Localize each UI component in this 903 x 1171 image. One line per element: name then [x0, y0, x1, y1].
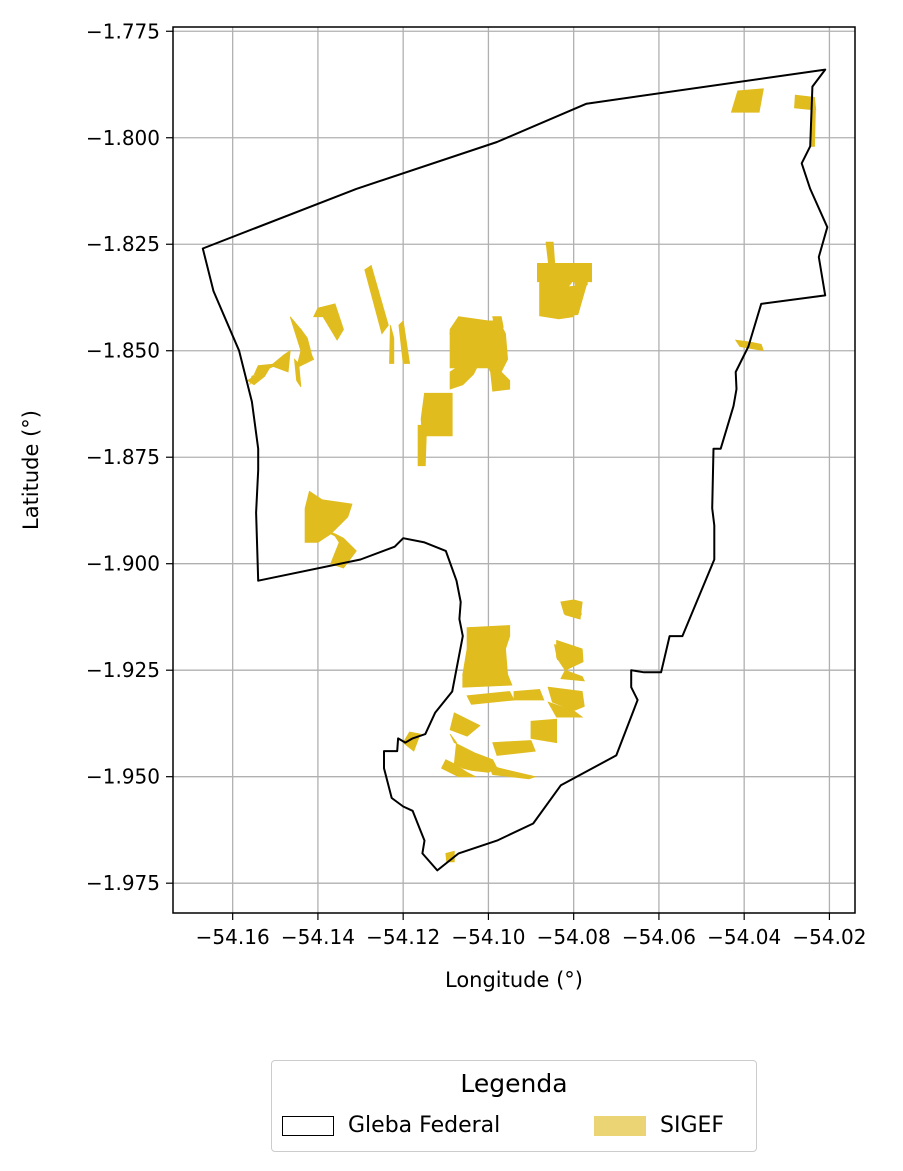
- axis-ticks: −54.16 −54.14 −54.12 −54.10 −54.08 −54.06 −54.…: [86, 19, 866, 949]
- sigef-parcel: [293, 358, 302, 388]
- gleba-federal-boundary-layer: [201, 68, 829, 872]
- sigef-parcel: [364, 264, 389, 335]
- sigef-parcel: [547, 686, 585, 712]
- sigef-parcel: [449, 712, 481, 737]
- sigef-parcel: [417, 424, 428, 467]
- sigef-parcel: [322, 529, 357, 569]
- legend-label-sigef: SIGEF: [660, 1113, 725, 1138]
- sigef-parcel: [313, 307, 328, 318]
- sigef-parcel: [249, 363, 280, 385]
- sigef-parcel: [553, 644, 583, 660]
- x-tick-label: −54.04: [707, 925, 781, 949]
- y-tick-label: −1.850: [86, 339, 160, 363]
- sigef-parcel: [730, 88, 764, 113]
- legend-item-sigef: SIGEF: [594, 1113, 724, 1138]
- sigef-parcel: [537, 262, 592, 283]
- y-tick-label: −1.875: [86, 445, 160, 469]
- sigef-parcel: [560, 601, 582, 616]
- sigef-parcel: [389, 325, 395, 364]
- sigef-parcel: [449, 733, 498, 773]
- gleba-federal-boundary: [201, 68, 829, 872]
- sigef-parcel: [398, 320, 411, 364]
- x-tick-label: −54.08: [537, 925, 611, 949]
- sigef-parcel: [530, 718, 557, 744]
- sigef-parcel: [440, 759, 476, 778]
- x-axis-label: Longitude (°): [445, 968, 583, 992]
- y-tick-label: −1.950: [86, 765, 160, 789]
- axes-frame: [172, 26, 856, 914]
- y-tick-label: −1.825: [86, 232, 160, 256]
- x-tick-label: −54.02: [792, 925, 866, 949]
- y-tick-label: −1.900: [86, 552, 160, 576]
- sigef-parcel: [487, 763, 537, 780]
- sigef-parcel: [560, 669, 585, 682]
- sigef-parcels: [246, 88, 817, 863]
- sigef-parcel: [811, 109, 816, 147]
- y-tick-label: −1.975: [86, 871, 160, 895]
- x-tick-label: −54.10: [451, 925, 525, 949]
- sigef-parcel: [794, 94, 817, 111]
- sigef-parcel: [466, 635, 511, 650]
- y-tick-label: −1.775: [86, 19, 160, 43]
- sigef-parcel: [317, 303, 344, 341]
- sigef-parcel: [560, 284, 588, 318]
- x-tick-label: −54.14: [281, 925, 355, 949]
- y-tick-label: −1.800: [86, 126, 160, 150]
- gridlines: [173, 27, 855, 913]
- sigef-parcel: [300, 327, 314, 365]
- sigef-parcel: [513, 688, 545, 701]
- legend: Legenda Gleba Federal SIGEF: [271, 1060, 757, 1152]
- sigef-parcel: [462, 674, 513, 688]
- sigef-parcel: [462, 648, 509, 675]
- legend-title: Legenda: [460, 1069, 568, 1098]
- x-tick-label: −54.16: [196, 925, 270, 949]
- sigef-parcel: [547, 701, 584, 718]
- legend-swatch-outline: [282, 1115, 334, 1136]
- legend-item-gleba-federal: Gleba Federal: [282, 1113, 500, 1138]
- x-tick-label: −54.06: [622, 925, 696, 949]
- sigef-parcel: [492, 740, 536, 756]
- y-tick-label: −1.925: [86, 658, 160, 682]
- y-axis-label: Latitude (°): [19, 410, 43, 530]
- sigef-parcel: [492, 316, 504, 328]
- legend-label-gleba-federal: Gleba Federal: [348, 1113, 501, 1138]
- x-tick-label: −54.12: [366, 925, 440, 949]
- legend-swatch-fill: [594, 1115, 646, 1136]
